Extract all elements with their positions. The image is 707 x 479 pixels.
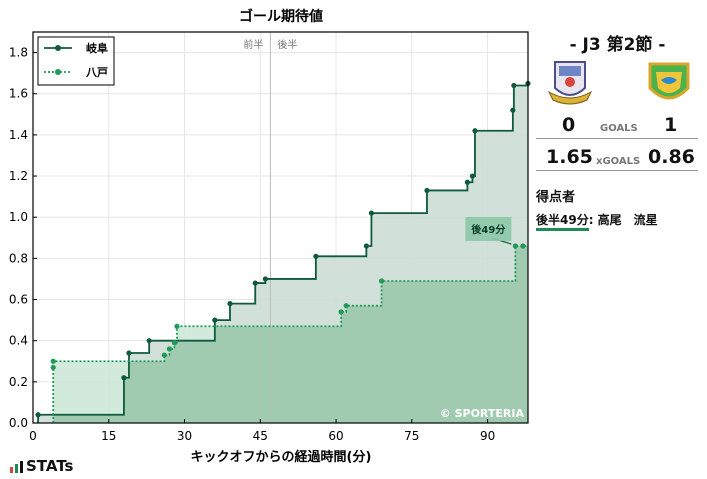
data-point	[378, 278, 385, 284]
away-xg: 0.86	[648, 146, 695, 168]
data-point	[313, 253, 319, 259]
match-title: - J3 第2節 -	[569, 35, 666, 55]
data-point	[174, 323, 180, 329]
data-point	[146, 338, 152, 344]
annotation-box	[465, 217, 512, 242]
x-axis-label: キックオフからの経過時間(分)	[191, 449, 372, 465]
data-point	[363, 243, 369, 249]
data-point	[511, 82, 517, 89]
hachinohe-crest-icon	[648, 62, 690, 100]
data-point	[50, 364, 56, 371]
home-xg: 1.65	[546, 146, 593, 168]
watermark: © SPORTERIA	[440, 407, 525, 420]
data-point	[510, 107, 516, 113]
data-point	[520, 243, 526, 249]
goals-label: GOALS	[600, 123, 638, 134]
y-tick-label: 1.6	[9, 87, 28, 101]
home-goals: 0	[562, 114, 576, 136]
data-point	[166, 346, 172, 352]
data-point	[171, 340, 178, 346]
data-point	[343, 303, 349, 309]
second-half-label: 後半	[277, 38, 297, 51]
data-point	[472, 128, 478, 134]
data-point	[212, 317, 218, 323]
y-tick-label: 1.0	[9, 210, 28, 224]
x-tick-label: 90	[480, 429, 495, 443]
away-team-emblem	[646, 58, 692, 108]
x-tick-label: 45	[253, 429, 268, 443]
home-team-emblem	[547, 58, 593, 108]
data-point	[338, 309, 344, 315]
legend-marker	[55, 45, 61, 51]
annotation-label: 後49分	[471, 223, 505, 236]
data-point	[368, 210, 375, 216]
y-tick-label: 1.4	[9, 128, 28, 142]
legend-label: 八戸	[85, 66, 108, 79]
y-tick-label: 0.4	[9, 334, 28, 348]
y-tick-label: 0.2	[9, 375, 28, 389]
x-tick-label: 60	[328, 429, 343, 443]
y-tick-label: 1.8	[9, 46, 28, 60]
xgoals-label: xGOALS	[596, 156, 641, 167]
y-tick-label: 0.6	[9, 293, 28, 307]
x-tick-label: 75	[404, 429, 419, 443]
data-point	[161, 352, 167, 358]
data-point	[252, 280, 258, 286]
scorers-title: 得点者	[536, 190, 576, 205]
xgoals-row: 1.65 xGOALS 0.86	[536, 146, 698, 171]
axes: 0 15 30 45 60 75 90 0.0 0.2 0.4 0.6 0.8 1.0 1.2 1.4 1.6…	[9, 31, 529, 443]
chart-title: ゴール期待値	[239, 8, 323, 25]
overlap-fill	[53, 246, 528, 423]
first-half-label: 前半	[243, 38, 263, 51]
data-point	[121, 375, 127, 381]
data-point	[424, 187, 430, 194]
away-goals: 1	[664, 114, 678, 136]
stats-logo: STATs	[10, 457, 73, 475]
y-tick-label: 1.2	[9, 169, 28, 183]
scorer-item: 後半49分: 高尾 流星	[536, 211, 658, 231]
scorer-time: 後半49分	[536, 213, 589, 231]
legend-label: 岐阜	[86, 41, 108, 55]
data-point	[50, 358, 56, 364]
data-point	[512, 243, 518, 249]
brand-name: STATs	[26, 457, 74, 475]
y-tick-label: 0.8	[9, 251, 28, 265]
x-tick-label: 30	[177, 429, 192, 443]
goals-row: 0 GOALS 1	[536, 114, 698, 139]
legend-box	[37, 36, 115, 86]
legend-marker	[55, 69, 61, 75]
plot-frame	[32, 31, 529, 424]
data-point	[227, 301, 233, 307]
data-point	[469, 173, 476, 179]
scorer-name: : 高尾 流星	[588, 213, 658, 227]
x-tick-label: 0	[29, 429, 37, 443]
data-point	[126, 350, 132, 356]
stats-bars-icon	[10, 461, 23, 473]
y-tick-label: 0.0	[9, 416, 28, 430]
data-point	[464, 179, 470, 185]
x-tick-label: 15	[101, 429, 116, 443]
data-point	[35, 412, 41, 418]
series-line-0	[37, 83, 529, 423]
gifu-crest-icon	[547, 61, 593, 105]
data-point	[262, 276, 268, 282]
